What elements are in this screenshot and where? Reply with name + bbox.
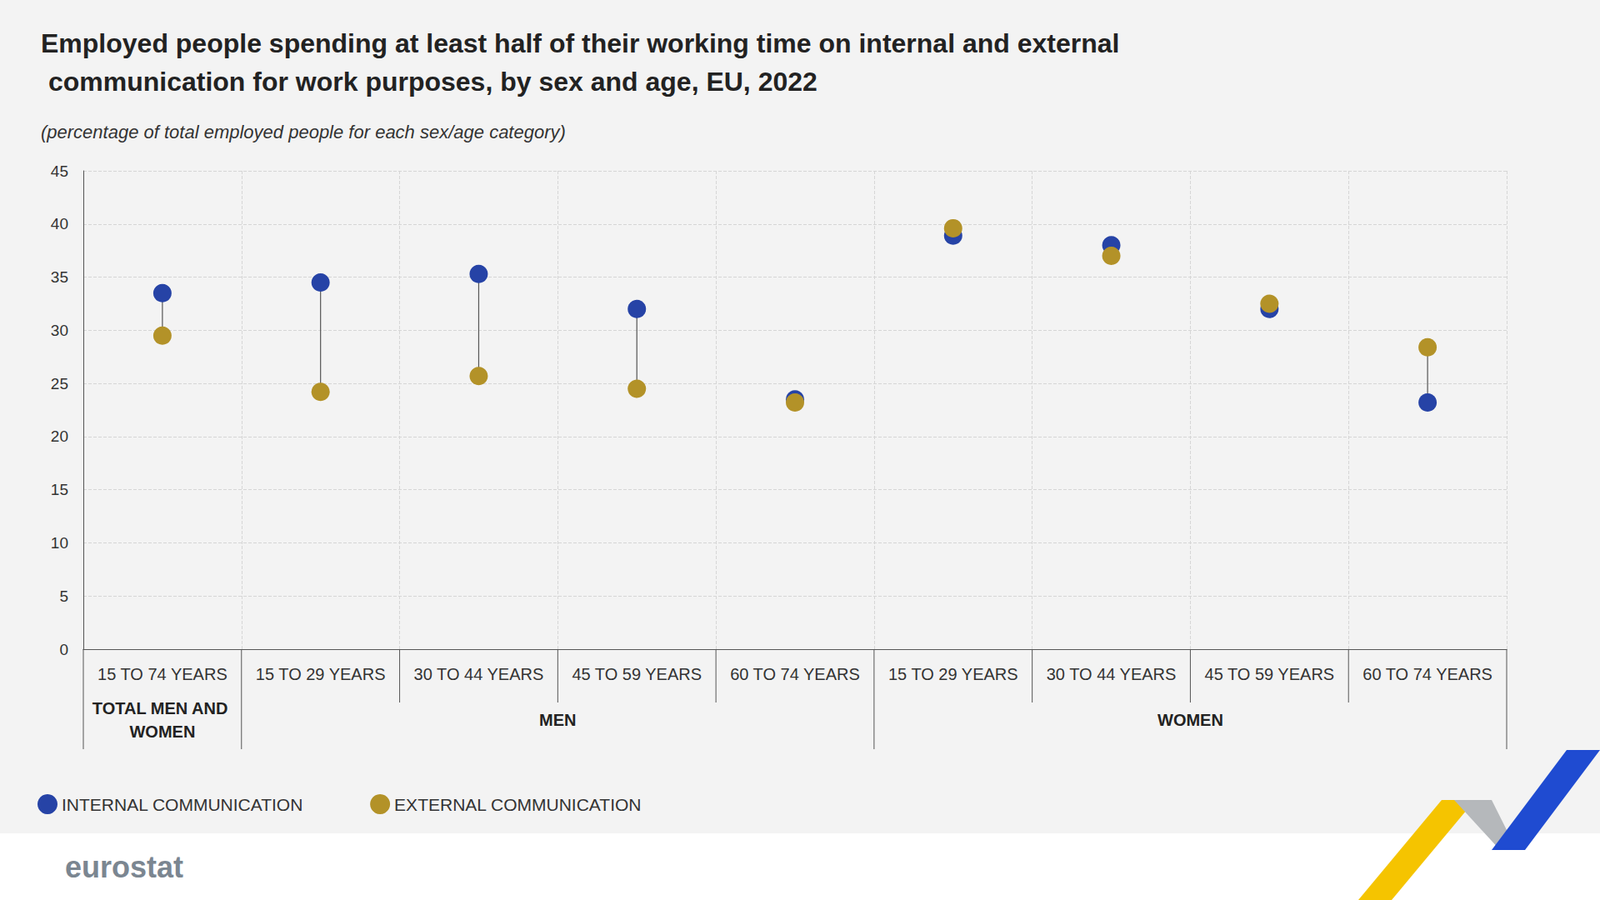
svg-text:15 TO 29 YEARS: 15 TO 29 YEARS [255, 665, 386, 684]
svg-text:5: 5 [59, 587, 69, 605]
svg-text:60 TO 74 YEARS: 60 TO 74 YEARS [1362, 665, 1493, 684]
svg-text:35: 35 [50, 268, 69, 286]
svg-text:10: 10 [50, 534, 69, 552]
svg-text:INTERNAL COMMUNICATION: INTERNAL COMMUNICATION [61, 795, 303, 815]
svg-text:eurostat: eurostat [65, 850, 184, 885]
svg-text:60 TO 74 YEARS: 60 TO 74 YEARS [730, 665, 860, 684]
svg-text:30 TO 44 YEARS: 30 TO 44 YEARS [414, 665, 545, 684]
svg-text:45: 45 [50, 162, 69, 180]
svg-text:30 TO 44 YEARS: 30 TO 44 YEARS [1046, 665, 1177, 684]
svg-text:EXTERNAL COMMUNICATION: EXTERNAL COMMUNICATION [394, 795, 641, 815]
svg-text:WOMEN: WOMEN [1157, 710, 1224, 730]
svg-text:30: 30 [50, 321, 69, 340]
svg-text:MEN: MEN [539, 710, 576, 730]
svg-text:15 TO 74 YEARS: 15 TO 74 YEARS [97, 665, 228, 684]
svg-text:(percentage of total employed: (percentage of total employed people for… [40, 121, 566, 143]
svg-text:communication for work purpose: communication for work purposes, by sex … [40, 66, 818, 97]
svg-text:15: 15 [50, 480, 69, 499]
svg-text:TOTAL MEN AND: TOTAL MEN AND [92, 699, 233, 718]
svg-text:WOMEN: WOMEN [129, 722, 195, 741]
svg-text:15 TO 29 YEARS: 15 TO 29 YEARS [888, 665, 1019, 684]
svg-text:45 TO 59 YEARS: 45 TO 59 YEARS [1205, 665, 1335, 684]
svg-text:0: 0 [59, 640, 69, 659]
svg-text:20: 20 [50, 427, 69, 445]
svg-text:Employed people spending at le: Employed people spending at least half o… [40, 28, 1120, 59]
svg-text:25: 25 [50, 375, 69, 393]
svg-text:45 TO 59 YEARS: 45 TO 59 YEARS [571, 665, 702, 684]
svg-text:40: 40 [50, 215, 69, 233]
